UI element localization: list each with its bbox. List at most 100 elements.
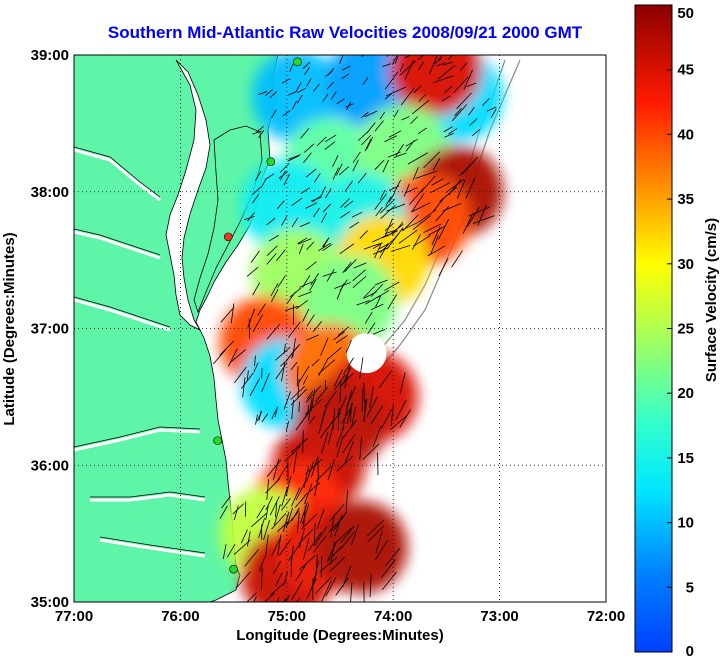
velocity-arrow bbox=[338, 166, 350, 176]
velocity-arrow bbox=[303, 152, 312, 164]
velocity-arrow bbox=[266, 479, 269, 501]
velocity-arrow bbox=[298, 528, 314, 545]
velocity-arrow bbox=[305, 168, 317, 178]
velocity-arrow bbox=[375, 540, 388, 560]
velocity-arrow bbox=[254, 604, 261, 625]
velocity-arrow bbox=[302, 375, 309, 385]
velocity-arrow bbox=[448, 179, 462, 196]
velocity-arrow bbox=[427, 245, 446, 257]
velocity-arrow bbox=[366, 122, 376, 134]
velocity-arrow bbox=[339, 380, 342, 403]
velocity-arrow bbox=[283, 391, 292, 410]
velocity-arrow bbox=[399, 372, 406, 394]
velocity-arrow bbox=[252, 314, 264, 333]
velocity-arrow bbox=[264, 173, 275, 181]
velocity-arrow bbox=[384, 71, 399, 90]
velocity-arrow bbox=[374, 159, 385, 171]
velocity-arrow bbox=[314, 526, 328, 547]
velocity-arrow bbox=[433, 58, 442, 65]
velocity-arrow bbox=[361, 134, 372, 146]
velocity-arrow bbox=[247, 212, 255, 222]
velocity-arrow bbox=[306, 461, 315, 483]
velocity-arrow bbox=[381, 571, 397, 591]
velocity-arrow bbox=[432, 75, 454, 84]
velocity-arrow bbox=[471, 128, 481, 137]
velocity-arrow bbox=[277, 597, 280, 602]
velocity-arrow bbox=[344, 441, 354, 463]
velocity-arrow bbox=[394, 55, 399, 65]
velocity-arrow bbox=[342, 408, 348, 431]
velocity-arrow bbox=[399, 63, 404, 72]
velocity-arrow bbox=[386, 55, 390, 57]
velocity-arrow bbox=[366, 396, 378, 417]
velocity-arrow bbox=[306, 241, 315, 251]
velocity-arrow bbox=[453, 76, 469, 94]
velocity-arrow bbox=[273, 503, 281, 526]
velocity-arrow bbox=[298, 365, 310, 383]
velocity-arrow bbox=[362, 77, 369, 85]
velocity-arrow bbox=[271, 512, 287, 530]
velocity-arrow bbox=[260, 567, 263, 590]
velocity-arrow bbox=[291, 507, 300, 521]
velocity-arrow bbox=[313, 523, 316, 545]
velocity-arrow bbox=[220, 306, 235, 323]
velocity-arrow bbox=[232, 503, 245, 515]
velocity-arrow bbox=[345, 103, 354, 108]
velocity-arrow bbox=[305, 261, 317, 271]
velocity-arrow bbox=[454, 107, 462, 117]
velocity-arrow bbox=[435, 206, 450, 222]
velocity-arrow bbox=[318, 358, 329, 377]
velocity-arrow bbox=[288, 154, 301, 160]
velocity-arrows bbox=[213, 55, 497, 625]
x-tick-label: 73:00 bbox=[480, 608, 518, 625]
velocity-arrow bbox=[271, 536, 282, 556]
velocity-arrow bbox=[326, 81, 335, 90]
velocity-arrow bbox=[296, 82, 302, 91]
velocity-arrow bbox=[297, 237, 308, 244]
velocity-arrow bbox=[366, 519, 384, 537]
velocity-arrow bbox=[482, 98, 490, 106]
colorbar-tick-label: 30 bbox=[677, 256, 694, 273]
velocity-arrow bbox=[361, 111, 369, 118]
velocity-arrow bbox=[342, 261, 352, 273]
colorbar-tick-label: 5 bbox=[686, 579, 694, 596]
velocity-arrow bbox=[319, 557, 338, 573]
velocity-arrow bbox=[265, 534, 269, 557]
velocity-arrow bbox=[384, 93, 392, 100]
velocity-arrow bbox=[246, 266, 259, 277]
velocity-arrow bbox=[372, 234, 389, 243]
velocity-arrow bbox=[269, 91, 278, 99]
velocity-arrow bbox=[438, 218, 450, 240]
colorbar-label: Surface Velocity (cm/s) bbox=[703, 218, 720, 382]
velocity-arrow bbox=[350, 403, 352, 423]
velocity-arrow bbox=[415, 170, 438, 179]
velocity-arrow bbox=[468, 106, 475, 116]
velocity-arrow bbox=[283, 571, 288, 587]
velocity-arrow bbox=[439, 186, 458, 203]
velocity-arrow bbox=[379, 189, 386, 200]
x-tick-label: 74:00 bbox=[374, 608, 412, 625]
velocity-arrow bbox=[364, 138, 372, 152]
velocity-arrow bbox=[364, 291, 377, 299]
velocity-arrow bbox=[322, 244, 333, 252]
velocity-arrow bbox=[346, 402, 354, 424]
velocity-arrow bbox=[388, 192, 396, 203]
velocity-arrow bbox=[326, 412, 341, 430]
velocity-arrow bbox=[330, 91, 337, 100]
radar-station-marker bbox=[229, 564, 238, 574]
velocity-arrow bbox=[364, 311, 373, 324]
velocity-arrow bbox=[463, 69, 473, 90]
velocity-arrow bbox=[299, 554, 316, 571]
velocity-arrow bbox=[316, 508, 325, 530]
radar-station-marker bbox=[213, 436, 222, 445]
velocity-arrow bbox=[459, 62, 468, 71]
velocity-arrow bbox=[381, 409, 393, 429]
velocity-arrow bbox=[342, 434, 356, 454]
velocity-arrow bbox=[438, 64, 456, 80]
velocity-arrow bbox=[251, 512, 268, 528]
velocity-arrow bbox=[445, 179, 465, 194]
velocity-arrow bbox=[340, 525, 355, 543]
velocity-arrow bbox=[324, 134, 337, 143]
velocity-arrow bbox=[370, 405, 384, 424]
y-tick-label: 35:00 bbox=[31, 594, 69, 611]
